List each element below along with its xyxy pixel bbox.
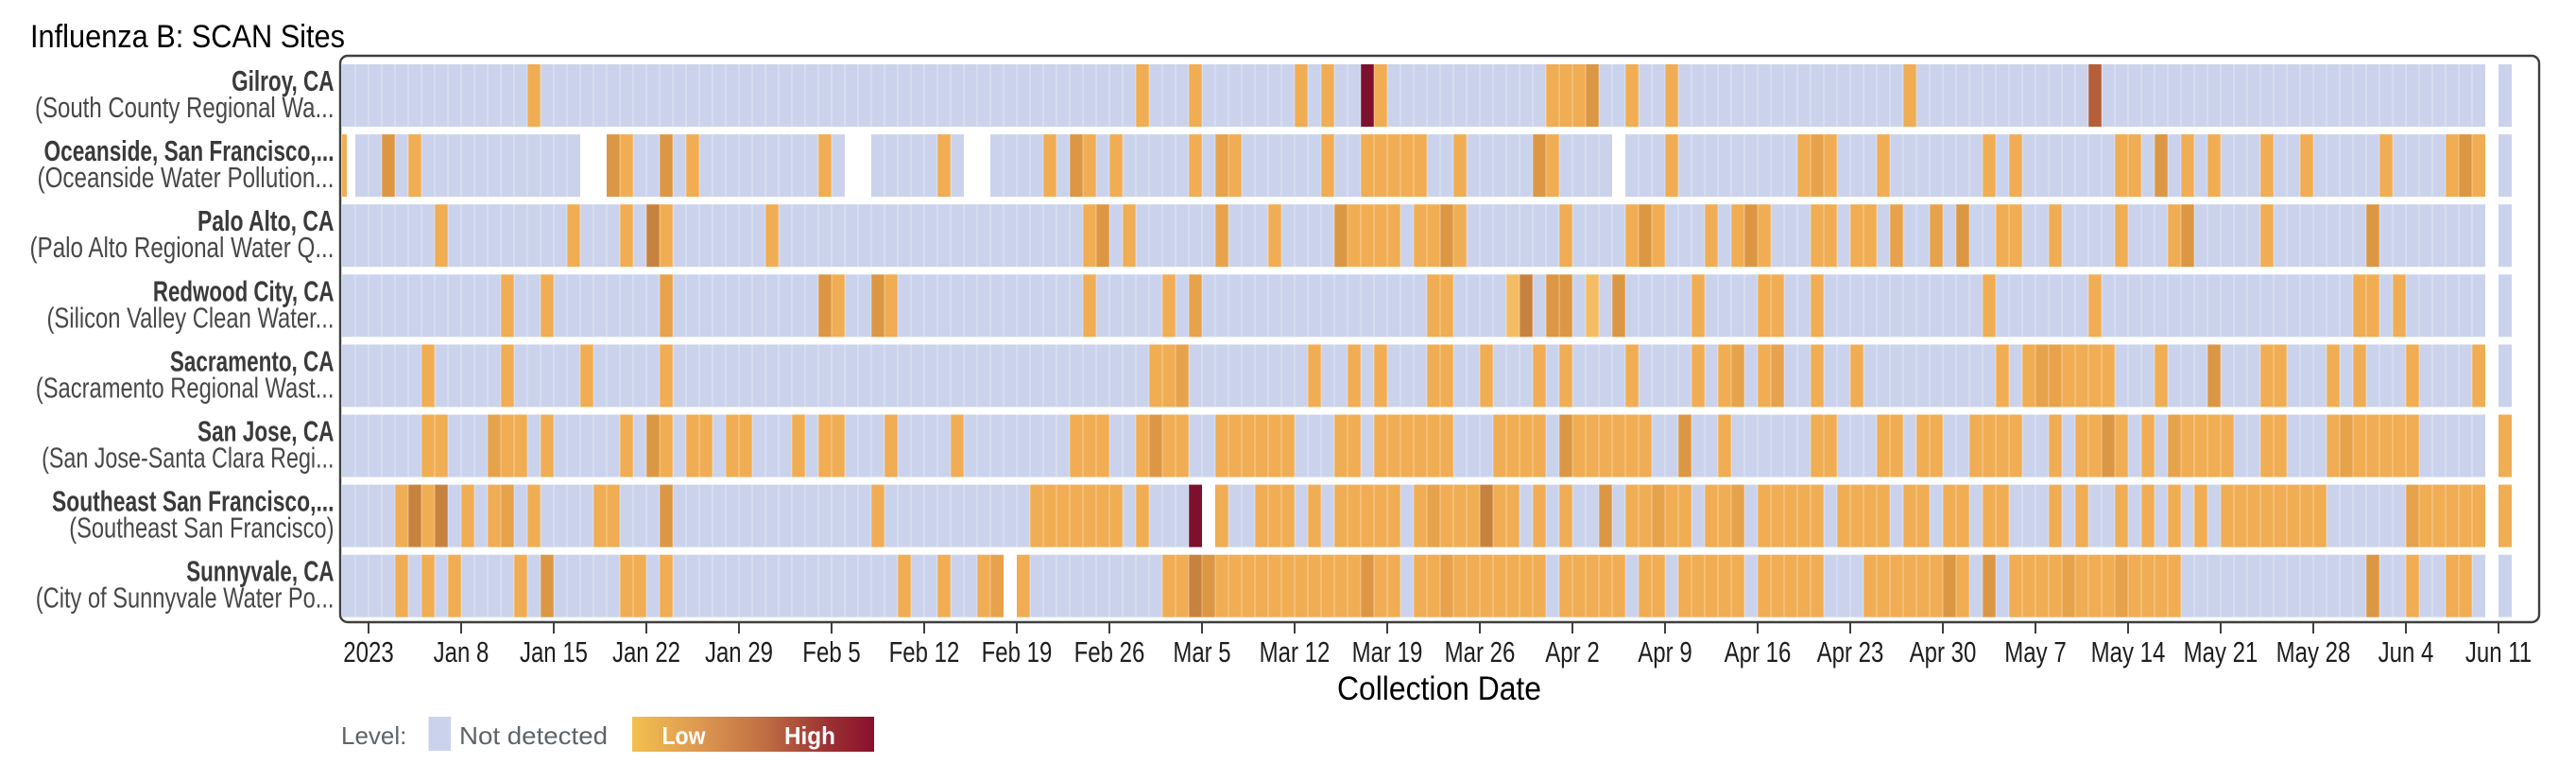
svg-text:Mar 19: Mar 19 [1352,635,1423,668]
svg-text:May 21: May 21 [2184,635,2258,668]
svg-text:2023: 2023 [343,635,393,668]
svg-text:High: High [784,721,835,750]
svg-text:Palo Alto, CA: Palo Alto, CA [197,204,335,237]
svg-text:Apr 16: Apr 16 [1725,635,1792,668]
svg-text:(Palo Alto Regional Water Q...: (Palo Alto Regional Water Q... [30,231,335,264]
svg-text:Feb 12: Feb 12 [889,635,960,668]
svg-text:Apr 9: Apr 9 [1638,635,1692,668]
svg-text:(Silicon Valley Clean Water...: (Silicon Valley Clean Water... [47,301,335,334]
svg-text:May 7: May 7 [2004,635,2066,668]
svg-text:Redwood City, CA: Redwood City, CA [153,274,335,307]
svg-text:Sacramento, CA: Sacramento, CA [170,344,335,377]
svg-text:Mar 26: Mar 26 [1445,635,1516,668]
svg-text:Jan 15: Jan 15 [520,635,588,668]
svg-text:Gilroy, CA: Gilroy, CA [232,64,334,97]
svg-text:May 28: May 28 [2276,635,2351,668]
svg-text:(City of Sunnyvale Water Po...: (City of Sunnyvale Water Po... [36,582,335,615]
svg-text:Collection Date: Collection Date [1337,670,1541,707]
svg-text:(Southeast San Francisco): (Southeast San Francisco) [69,512,334,545]
svg-text:(Sacramento Regional Wast...: (Sacramento Regional Wast... [36,371,335,404]
svg-text:Not detected: Not detected [459,721,608,750]
svg-text:Apr 2: Apr 2 [1545,635,1599,668]
svg-text:Sunnyvale, CA: Sunnyvale, CA [186,555,334,588]
svg-text:Level:: Level: [341,721,406,750]
svg-text:May 14: May 14 [2091,635,2166,668]
svg-text:Feb 19: Feb 19 [982,635,1053,668]
svg-text:Apr 23: Apr 23 [1817,635,1884,668]
svg-text:Low: Low [662,721,707,750]
svg-text:Jan 29: Jan 29 [705,635,773,668]
svg-text:Feb 5: Feb 5 [802,635,860,668]
svg-text:Influenza B: SCAN Sites: Influenza B: SCAN Sites [30,19,345,55]
svg-text:Feb 26: Feb 26 [1074,635,1145,668]
svg-text:(San Jose-Santa Clara Regi...: (San Jose-Santa Clara Regi... [42,442,334,475]
svg-text:(South County Regional Wa...: (South County Regional Wa... [35,91,335,124]
svg-text:Mar 12: Mar 12 [1260,635,1331,668]
svg-text:Jan 22: Jan 22 [612,635,680,668]
svg-text:Jun 11: Jun 11 [2465,635,2532,668]
svg-text:Oceanside, San Francisco,...: Oceanside, San Francisco,... [44,134,335,167]
svg-text:Mar 5: Mar 5 [1173,635,1230,668]
svg-text:(Oceanside Water Pollution...: (Oceanside Water Pollution... [38,161,335,194]
svg-text:Jun 4: Jun 4 [2379,635,2434,668]
svg-text:San Jose, CA: San Jose, CA [197,415,335,448]
svg-text:Apr 30: Apr 30 [1910,635,1977,668]
svg-text:Southeast San Francisco,...: Southeast San Francisco,... [52,485,335,518]
svg-text:Jan 8: Jan 8 [434,635,489,668]
